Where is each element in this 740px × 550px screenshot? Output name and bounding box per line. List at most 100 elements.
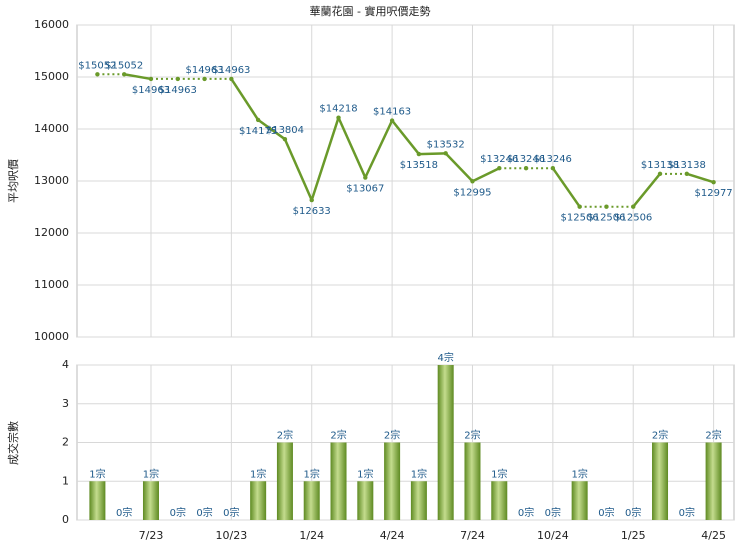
data-label: 1宗 <box>143 467 159 480</box>
point <box>148 76 154 82</box>
data-label: $13246 <box>534 154 572 165</box>
point <box>363 175 368 180</box>
data-label: 0宗 <box>116 506 132 519</box>
point <box>282 136 288 142</box>
bar <box>437 365 454 520</box>
data-label: $12506 <box>614 213 652 224</box>
line-segment <box>337 117 367 179</box>
bar <box>142 481 159 520</box>
bar <box>357 481 374 520</box>
chart-title: 華蘭花園 - 實用呎價走勢 <box>310 4 431 18</box>
data-label: $14218 <box>319 104 357 115</box>
data-label: $14963 <box>159 85 197 96</box>
bar <box>705 442 722 520</box>
x-tick-label: 4/25 <box>701 529 726 542</box>
line-segment <box>123 73 152 81</box>
data-label: 4宗 <box>438 351 454 364</box>
data-label: 0宗 <box>625 506 641 519</box>
point <box>657 171 663 177</box>
point <box>523 166 529 171</box>
y-tick-label: 3 <box>62 397 69 410</box>
bar <box>571 481 588 520</box>
data-label: 1宗 <box>304 467 320 480</box>
point <box>577 204 582 209</box>
x-tick-label: 10/24 <box>537 529 569 542</box>
line-segment <box>364 119 394 179</box>
data-label: 2宗 <box>277 429 293 442</box>
data-label: $13804 <box>266 125 304 136</box>
bar <box>330 442 347 520</box>
line-segment <box>686 172 714 184</box>
line-segment <box>257 118 286 141</box>
bar <box>410 481 427 520</box>
data-label: 2宗 <box>384 429 400 442</box>
point <box>416 151 422 157</box>
data-label: $12506 <box>587 213 625 224</box>
bar <box>303 481 320 520</box>
data-label: $13138 <box>668 160 706 171</box>
data-label: 0宗 <box>598 506 614 519</box>
data-label: $12995 <box>453 187 491 198</box>
data-label: 1宗 <box>571 467 587 480</box>
data-label: 2宗 <box>652 429 668 442</box>
data-label: $14963 <box>185 65 223 76</box>
bar <box>276 442 293 520</box>
y-tick-label: 4 <box>62 358 69 371</box>
data-label: $14963 <box>212 65 250 76</box>
x-tick-label: 10/23 <box>216 529 248 542</box>
data-label: $12506 <box>561 213 599 224</box>
bar <box>652 442 669 520</box>
line-segment <box>471 167 500 183</box>
point <box>202 76 207 82</box>
y-axis-label: 平均呎價 <box>6 159 20 203</box>
bar <box>464 442 481 520</box>
y-tick-label: 1 <box>62 474 69 487</box>
data-label: $14963 <box>132 85 170 96</box>
bar <box>384 442 401 520</box>
data-label: $15052 <box>105 60 143 71</box>
data-label: $12977 <box>695 188 733 199</box>
data-label: 0宗 <box>679 506 695 519</box>
x-tick-label: 1/24 <box>299 529 324 542</box>
point <box>255 117 261 123</box>
point <box>95 72 100 77</box>
data-label: 2宗 <box>330 429 346 442</box>
point <box>631 204 636 209</box>
data-label: $13518 <box>400 160 438 171</box>
data-label: $14175 <box>239 126 277 137</box>
data-label: 2宗 <box>705 429 721 442</box>
bar <box>491 481 508 520</box>
data-label: 0宗 <box>223 506 239 519</box>
data-label: 1宗 <box>250 467 266 480</box>
y-tick-label: 16000 <box>34 18 69 31</box>
data-label: $14163 <box>373 107 411 118</box>
point <box>229 76 234 82</box>
point <box>309 197 314 203</box>
y-tick-label: 14000 <box>34 122 69 135</box>
data-label: $13246 <box>507 154 545 165</box>
point <box>175 76 180 82</box>
data-label: $15052 <box>78 60 116 71</box>
line-segment <box>391 119 420 155</box>
data-label: $13067 <box>346 184 384 195</box>
y-tick-label: 12000 <box>34 226 69 239</box>
data-label: $13246 <box>480 154 518 165</box>
point <box>336 115 341 120</box>
point <box>389 118 395 123</box>
x-tick-label: 7/23 <box>139 529 164 542</box>
data-label: $13532 <box>427 139 465 150</box>
y-tick-label: 15000 <box>34 70 69 83</box>
y-tick-label: 2 <box>62 436 69 449</box>
data-label: 1宗 <box>357 467 373 480</box>
data-label: 0宗 <box>170 506 186 519</box>
y-tick-label: 13000 <box>34 174 69 187</box>
point <box>684 171 690 177</box>
data-label: 1宗 <box>411 467 427 480</box>
point <box>550 166 556 171</box>
bar <box>250 481 267 520</box>
point <box>121 72 127 77</box>
data-label: $12633 <box>293 206 331 217</box>
bar <box>89 481 106 520</box>
line-segment <box>230 78 260 121</box>
